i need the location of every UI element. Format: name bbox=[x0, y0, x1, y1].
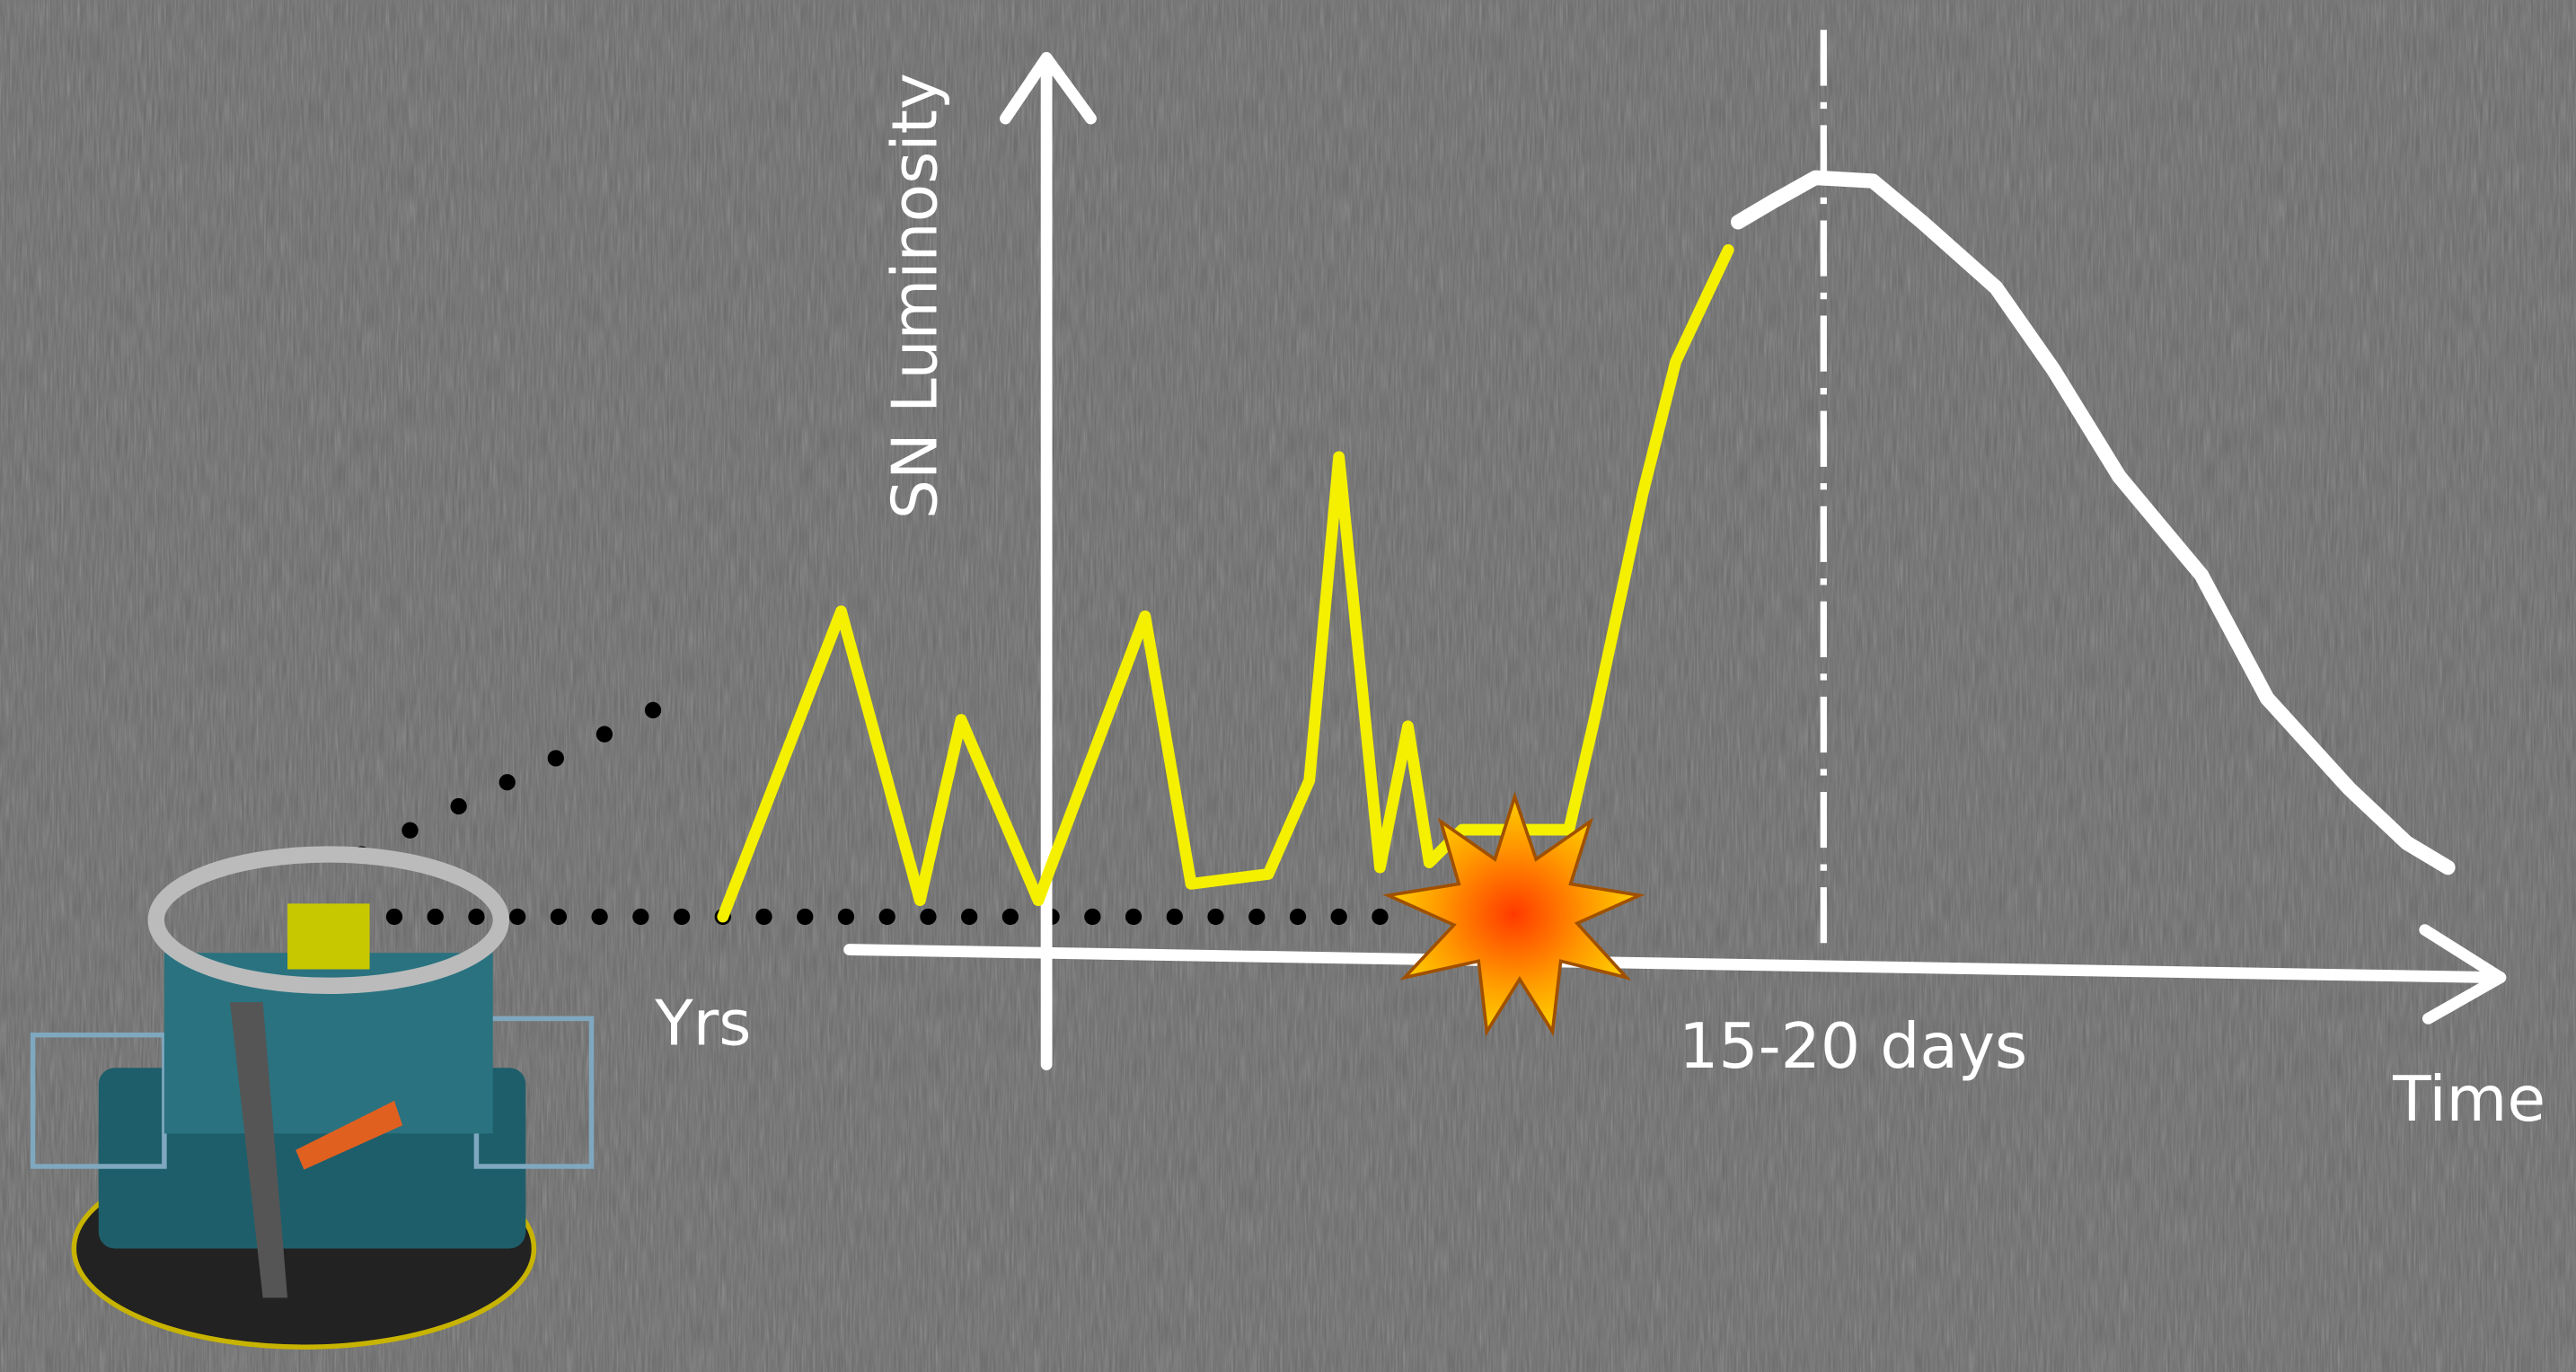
x-axis-label: Time bbox=[2392, 1063, 2545, 1136]
years-label: Yrs bbox=[654, 988, 751, 1060]
page: SN Luminosity Yrs 15-20 days Time (() =>… bbox=[0, 0, 2576, 1372]
y-axis-label: SN Luminosity bbox=[879, 73, 952, 519]
interval-label: 15-20 days bbox=[1679, 1010, 2027, 1083]
diagram: SN Luminosity Yrs 15-20 days Time bbox=[0, 0, 2576, 1372]
